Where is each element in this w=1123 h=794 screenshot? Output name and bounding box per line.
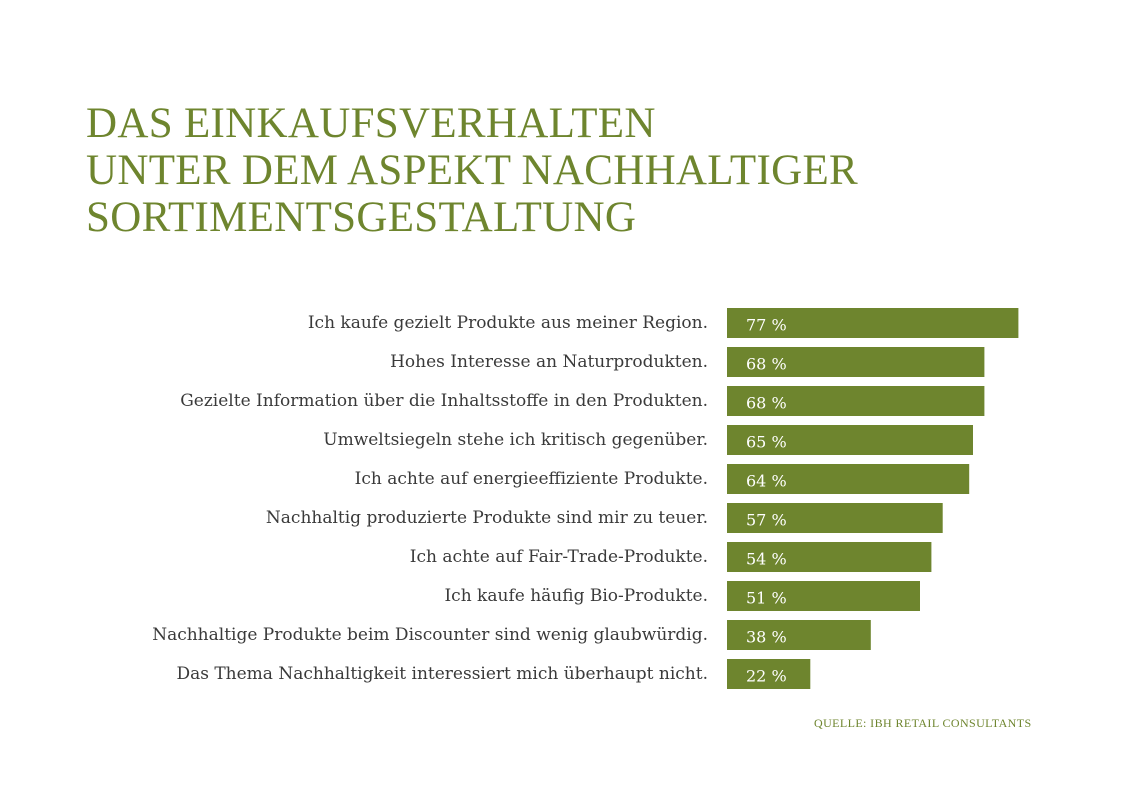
bar	[727, 542, 932, 572]
bar-row: Ich kaufe gezielt Produkte aus meiner Re…	[308, 308, 1019, 338]
category-label: Ich achte auf Fair-Trade-Produkte.	[410, 547, 708, 567]
category-label: Nachhaltig produzierte Produkte sind mir…	[266, 508, 708, 528]
bar	[727, 425, 973, 455]
category-label: Hohes Interesse an Naturprodukten.	[390, 352, 708, 372]
category-label: Das Thema Nachhaltigkeit interessiert mi…	[176, 664, 708, 684]
category-label: Umweltsiegeln stehe ich kritisch gegenüb…	[323, 430, 708, 450]
bar-row: Hohes Interesse an Naturprodukten. 68 %	[390, 347, 985, 377]
bar-row: Ich achte auf energieeffiziente Produkte…	[355, 464, 970, 494]
bar-row: Nachhaltig produzierte Produkte sind mir…	[266, 503, 943, 533]
bar	[727, 386, 985, 416]
category-label: Gezielte Information über die Inhaltssto…	[180, 391, 708, 411]
category-label: Ich kaufe häufig Bio-Produkte.	[444, 586, 708, 606]
value-label: 68 %	[746, 394, 787, 413]
value-label: 51 %	[746, 589, 787, 608]
bar	[727, 620, 871, 650]
bar	[727, 503, 943, 533]
bar-row: Nachhaltige Produkte beim Discounter sin…	[152, 620, 871, 650]
value-label: 65 %	[746, 433, 787, 452]
value-label: 38 %	[746, 628, 787, 647]
value-label: 77 %	[746, 316, 787, 335]
category-label: Nachhaltige Produkte beim Discounter sin…	[152, 625, 708, 645]
bar-row: Das Thema Nachhaltigkeit interessiert mi…	[176, 659, 811, 689]
chart-title-line-1: DAS EINKAUFSVERHALTEN	[86, 100, 656, 147]
bar	[727, 659, 811, 689]
source-note: QUELLE: IBH RETAIL CONSULTANTS	[814, 716, 1032, 730]
bar-row: Ich kaufe häufig Bio-Produkte. 51 %	[444, 581, 920, 611]
bar-row: Ich achte auf Fair-Trade-Produkte. 54 %	[410, 542, 932, 572]
value-label: 54 %	[746, 550, 787, 569]
value-label: 64 %	[746, 472, 787, 491]
value-label: 57 %	[746, 511, 787, 530]
bar-row: Gezielte Information über die Inhaltssto…	[180, 386, 985, 416]
bar	[727, 581, 920, 611]
value-label: 68 %	[746, 355, 787, 374]
chart-title-line-2: UNTER DEM ASPEKT NACHHALTIGER	[86, 147, 858, 194]
bar-row: Umweltsiegeln stehe ich kritisch gegenüb…	[323, 425, 973, 455]
chart-title-line-3: SORTIMENTSGESTALTUNG	[86, 194, 637, 241]
bar	[727, 347, 985, 377]
bar	[727, 464, 970, 494]
chart-title: DAS EINKAUFSVERHALTEN UNTER DEM ASPEKT N…	[86, 100, 858, 241]
category-label: Ich achte auf energieeffiziente Produkte…	[355, 469, 708, 489]
category-label: Ich kaufe gezielt Produkte aus meiner Re…	[308, 313, 708, 333]
bar	[727, 308, 1019, 338]
value-label: 22 %	[746, 667, 787, 686]
